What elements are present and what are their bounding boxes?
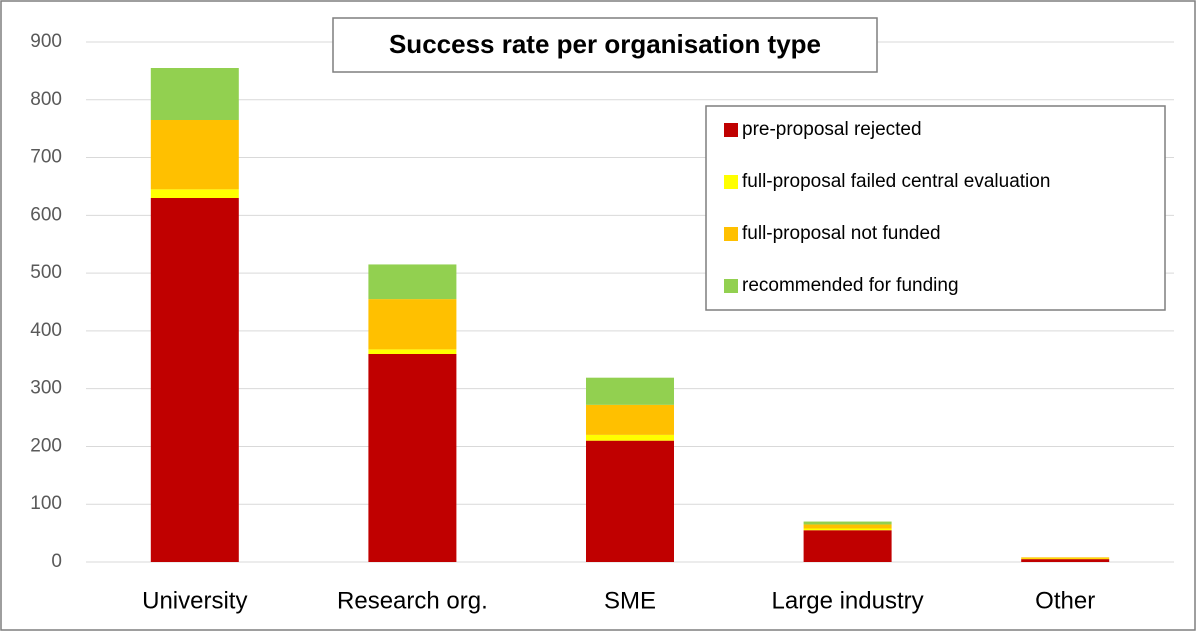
bar-segment [150, 198, 239, 562]
bar-segment [150, 120, 239, 190]
chart-title: Success rate per organisation type [389, 29, 821, 59]
legend-label: pre-proposal rejected [742, 119, 922, 140]
bar-segment [803, 524, 892, 529]
bar-segment [368, 299, 457, 350]
y-tick-label: 0 [51, 551, 62, 572]
bar-segment [368, 349, 457, 354]
y-tick-label: 300 [30, 378, 62, 399]
bar-segment [1021, 558, 1110, 560]
legend-swatch [724, 123, 738, 137]
legend-label: recommended for funding [742, 275, 959, 296]
bar-segment [803, 521, 892, 525]
x-tick-label: SME [604, 587, 656, 614]
legend-swatch [724, 227, 738, 241]
bar-segment [586, 440, 674, 562]
bars: University Research org. SME Large industry… [142, 68, 1110, 614]
legend-label: full-proposal not funded [742, 223, 941, 244]
y-tick-label: 600 [30, 204, 62, 225]
bar-segment [1021, 559, 1110, 562]
y-tick-label: 200 [30, 435, 62, 456]
bar-segment [803, 528, 892, 531]
bar-segment [368, 354, 457, 562]
legend-swatch [724, 175, 738, 189]
bar-segment [586, 434, 674, 441]
x-tick-label: Other [1035, 587, 1095, 614]
y-tick-label: 500 [30, 262, 62, 283]
bar-segment [150, 68, 239, 120]
bar-segment [803, 530, 892, 562]
title-box [332, 17, 878, 73]
bar-segment [586, 404, 674, 435]
legend-label: full-proposal failed central evaluation [742, 171, 1050, 192]
bar-segment [586, 377, 674, 405]
y-tick-label: 900 [30, 31, 62, 52]
x-tick-label: Research org. [337, 587, 488, 614]
bar-segment [150, 189, 239, 198]
y-tick-label: 400 [30, 320, 62, 341]
bar-segment [1021, 557, 1110, 559]
bar-segment [368, 264, 457, 300]
legend: pre-proposal rejected full-proposal faile… [724, 119, 1050, 296]
legend-swatch [724, 279, 738, 293]
x-tick-label: University [142, 587, 247, 614]
y-tick-label: 800 [30, 89, 62, 110]
y-tick-label: 700 [30, 147, 62, 168]
x-tick-label: Large industry [772, 587, 924, 614]
legend-box [705, 105, 1166, 311]
y-tick-label: 100 [30, 493, 62, 514]
